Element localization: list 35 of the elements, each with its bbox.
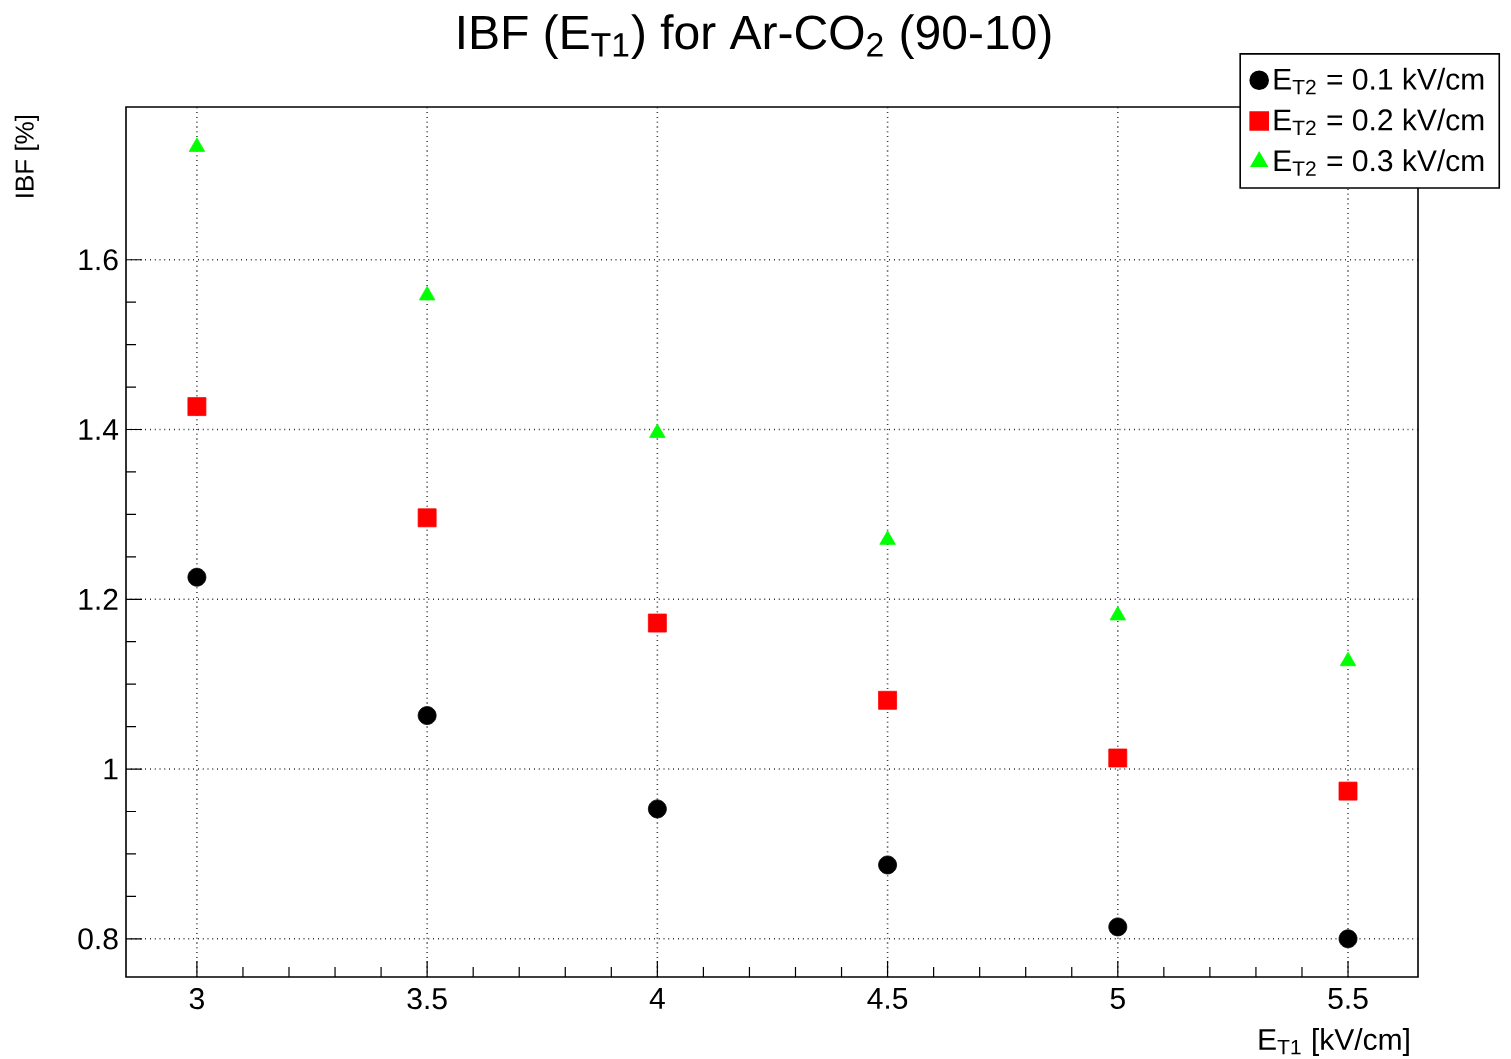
- legend-label: E$_{T2}$ = 0.1 kV/cm: [1274, 67, 1484, 95]
- x-tick-label: 3: [189, 988, 204, 1010]
- x-tick-label: 4.5: [867, 988, 908, 1009]
- point: [878, 690, 897, 710]
- x-tick-label: 4: [649, 988, 665, 1009]
- point: [187, 567, 207, 587]
- chart-title: IBF (E$_{T1}$) for Ar-CO$_{2}$ (90-10): [459, 14, 1051, 59]
- y-tick-label: 1.6: [79, 249, 118, 271]
- y-tick-label: 0.8: [78, 928, 118, 950]
- point: [1339, 651, 1357, 667]
- y-tick-label: 1: [104, 758, 118, 780]
- point: [187, 397, 207, 416]
- point: [647, 799, 667, 819]
- point: [1109, 606, 1126, 621]
- y-axis-title: IBF [%]: [14, 115, 39, 197]
- x-tick-label: 5: [1110, 988, 1125, 1009]
- legend-label: E$_{T2}$ = 0.2 kV/cm: [1274, 108, 1484, 136]
- point: [418, 286, 436, 301]
- point: [649, 423, 666, 438]
- point: [417, 508, 437, 528]
- point: [188, 137, 206, 152]
- point: [878, 855, 897, 875]
- point: [879, 530, 896, 545]
- legend-label: E$_{T2}$ = 0.3 kV/cm: [1274, 149, 1484, 176]
- point: [417, 706, 437, 725]
- point: [1338, 781, 1358, 801]
- y-tick-label: 1.4: [79, 419, 119, 440]
- x-tick-label: 5.5: [1328, 988, 1368, 1009]
- point: [647, 613, 667, 633]
- point: [1338, 929, 1358, 949]
- y-tick-label: 1.2: [79, 588, 118, 610]
- point: [1108, 748, 1128, 768]
- x-tick-label: 3.5: [407, 988, 447, 1010]
- x-axis-title: E$_{T1}$ [kV/cm]: [1259, 1028, 1409, 1056]
- point: [1108, 917, 1128, 937]
